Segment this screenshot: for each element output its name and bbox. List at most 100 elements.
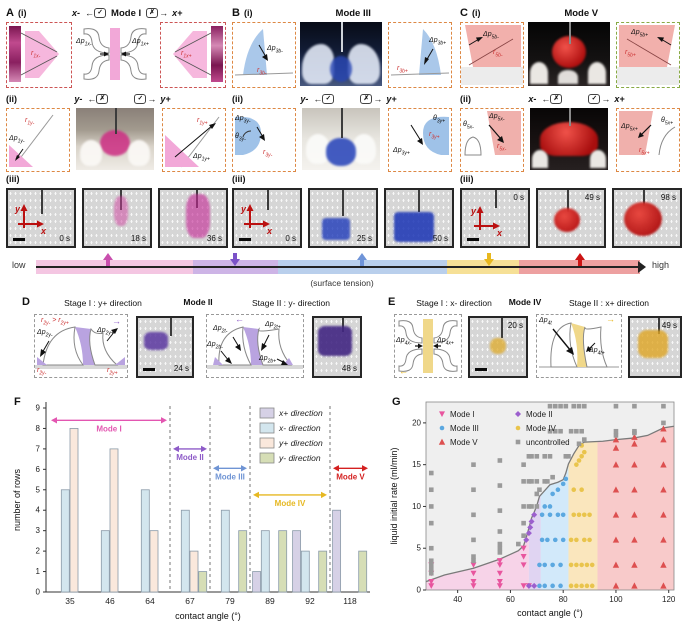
panel-e: E Stage I : x- direction Mode IV Stage I… [364, 294, 682, 390]
label-dp5b-plus: Δp5b+ [631, 29, 649, 39]
svg-text:Mode III: Mode III [215, 472, 245, 481]
direction-y-minus: y- [300, 94, 309, 104]
label-r2y-plus: r2y+ [107, 367, 118, 377]
panel-b-iii-tag: (iii) [232, 174, 246, 184]
panel-a-ii-tag: (ii) [6, 94, 17, 104]
label-r1x-plus: r1x+ [181, 50, 192, 60]
svg-text:x: x [496, 228, 503, 238]
timestamp: 0 s [59, 234, 70, 243]
pink-wedge-diagram [20, 31, 59, 78]
label-theta3y-plus: θ3y+ [433, 115, 446, 125]
svg-text:7: 7 [36, 444, 41, 453]
panel-e-label: E [388, 296, 396, 308]
d-stage2-schematic: ← Δp2t- Δp2t+ Δp2b- Δp2b+ [206, 314, 304, 378]
svg-text:118: 118 [343, 596, 357, 606]
label-dp4x-minus: Δp4x- [396, 337, 412, 347]
direction-x-minus: x- [528, 94, 537, 104]
a-ii-left-schematic: r1y- Δp1y- [6, 108, 70, 172]
svg-text:contact angle (°): contact angle (°) [175, 611, 241, 621]
svg-text:x- direction: x- direction [278, 423, 321, 433]
svg-text:8: 8 [36, 424, 41, 433]
label-dp1y-minus: Δp1y- [9, 135, 25, 145]
c-i-right-schematic: Δp5b+ r5b+ [616, 22, 680, 88]
label-r5b-plus: r5b+ [625, 49, 636, 59]
a-iii-frame-3: 36 s [158, 188, 228, 248]
d-stage2-title: Stage II : y- direction [252, 298, 330, 308]
svg-text:0: 0 [36, 588, 41, 597]
svg-text:100: 100 [609, 595, 623, 604]
a-ii-right-schematic: r1y+ Δp1y+ [162, 108, 226, 172]
svg-text:Mode II: Mode II [526, 410, 553, 419]
svg-text:80: 80 [559, 595, 568, 604]
arrow-left: ← ✗ [87, 94, 109, 104]
timestamp: 50 s [432, 234, 448, 243]
xy-axes: y x [14, 204, 47, 236]
label-r5x-plus: r5x+ [639, 147, 650, 157]
b-iii-frame-2: 25 s [308, 188, 378, 248]
high-label: high [652, 260, 670, 270]
c-ii-right-schematic: Δp5x+ θ5x+ r5x+ [616, 108, 680, 172]
label-r5x-minus: r5x- [497, 143, 507, 153]
c-iii-frame-1: y x 0 s [460, 188, 530, 248]
a-iii-frame-2: 18 s [82, 188, 152, 248]
panel-f-label: F [14, 396, 21, 408]
direction-y-plus: y+ [160, 94, 171, 104]
b-i-photo [300, 22, 382, 86]
b-i-left-schematic: Δp3b- r3b- [232, 22, 296, 88]
svg-text:Mode II: Mode II [176, 453, 204, 462]
cross-icon: ✗ [550, 94, 563, 104]
xy-axes: y x [470, 206, 503, 238]
label-dp3b-plus: Δp3b+ [429, 37, 447, 47]
svg-text:y: y [14, 204, 21, 214]
scale-bar [13, 238, 25, 241]
arrow-right: ✗ → [360, 94, 382, 104]
timestamp: 25 s [356, 234, 372, 243]
svg-text:46: 46 [105, 596, 115, 606]
svg-text:liquid initial rate (ml/min): liquid initial rate (ml/min) [389, 447, 399, 544]
surface-tension-bar: low high (surface tension) [0, 246, 684, 292]
svg-text:number of rows: number of rows [12, 468, 22, 531]
cross-icon: ✗ [146, 8, 159, 18]
label-dp3y-plus: Δp3y+ [393, 147, 410, 157]
b-i-right-schematic: Δp3b+ r3b+ [388, 22, 452, 88]
c-ii-photo [530, 108, 608, 170]
panel-b-ii-tag: (ii) [232, 94, 243, 104]
panel-d: D Stage I : y+ direction Mode II Stage I… [8, 294, 362, 390]
timestamp: 98 s [660, 193, 676, 202]
svg-text:0: 0 [417, 586, 422, 595]
direction-x-plus: x+ [614, 94, 625, 104]
svg-text:60: 60 [506, 595, 515, 604]
panel-b: B (i) Mode III Δp3b- r3b- Δp3b [230, 4, 454, 248]
label-r3b-minus: r3b- [257, 67, 267, 77]
d-stage1-schematic: r2y- > r2y+ → Δp2y- Δp2y+ r2y- r2y+ [34, 314, 128, 378]
surface-tension-caption: (surface tension) [310, 278, 374, 288]
timestamp: 24 s [173, 364, 189, 373]
label-dp2y-minus: Δp2y- [37, 329, 53, 339]
label-dp4t-plus: Δp4t+ [589, 347, 605, 357]
scatter-rate-vs-contact-angle: 40 60 80 100 120 0 5 10 15 20 contact angle (°) liq… [389, 401, 676, 618]
svg-text:4: 4 [36, 506, 41, 515]
xy-axes: y x [240, 204, 273, 236]
panel-c-iii-tag: (iii) [460, 174, 474, 184]
label-r5b-minus: r5b- [493, 49, 503, 59]
svg-text:64: 64 [145, 596, 155, 606]
timestamp: 49 s [661, 321, 677, 330]
svg-text:Mode IV: Mode IV [526, 424, 556, 433]
micro-photo-strip [9, 26, 21, 82]
cross-icon: ✗ [96, 94, 109, 104]
svg-text:89: 89 [265, 596, 275, 606]
svg-text:Mode V: Mode V [450, 438, 478, 447]
up-arrow [357, 253, 368, 266]
panel-c-i-tag: (i) [471, 8, 481, 18]
b-ii-left-schematic: Δp3y- θ3y- r3y- [232, 108, 296, 172]
tension-axis-line [36, 266, 640, 268]
svg-text:35: 35 [65, 596, 75, 606]
arrow-right: ✓ → [588, 94, 610, 104]
label-dp2y-plus: Δp2y+ [97, 327, 114, 337]
label-dp1x-minus: Δp1x- [76, 38, 92, 48]
c-i-left-schematic: Δp5b- r5b- [460, 22, 524, 88]
svg-text:2: 2 [36, 547, 41, 556]
up-arrow [574, 253, 585, 266]
panel-c-ii-tag: (ii) [460, 94, 471, 104]
